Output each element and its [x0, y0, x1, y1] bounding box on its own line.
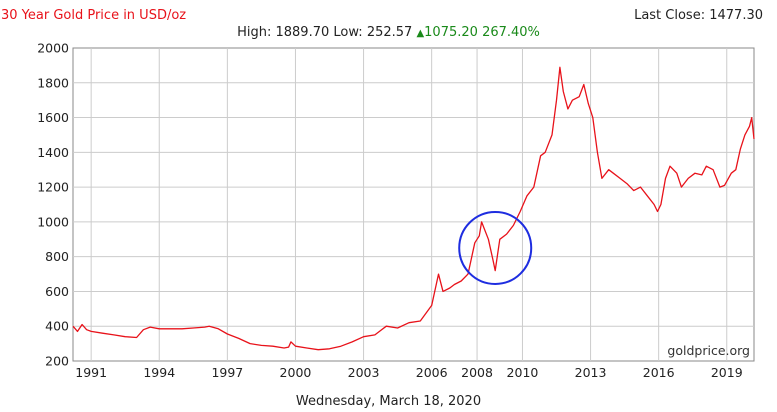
grid	[73, 48, 754, 361]
y-tick-label: 400	[45, 319, 69, 334]
x-tick-label: 2016	[643, 365, 675, 380]
chart-title: 30 Year Gold Price in USD/oz	[1, 8, 187, 23]
x-tick-label: 1994	[143, 365, 175, 380]
x-tick-label: 2013	[575, 365, 607, 380]
watermark: goldprice.org	[667, 343, 750, 358]
change-value: 1075.20	[424, 25, 478, 40]
y-tick-label: 1800	[37, 75, 69, 90]
y-tick-label: 600	[45, 284, 69, 299]
x-tick-label: 2019	[711, 365, 743, 380]
last-close-value: 1477.30	[709, 8, 763, 23]
date-label: Wednesday, March 18, 2020	[295, 394, 482, 409]
x-tick-label: 1997	[211, 365, 243, 380]
x-tick-label: 2008	[461, 365, 493, 380]
low-label: Low:	[333, 25, 363, 40]
y-tick-label: 1000	[37, 214, 69, 229]
y-tick-label: 200	[45, 354, 69, 369]
x-axis: 1991 1994 1997 2000 2003 2006 2008 2010 2013 2016…	[75, 365, 742, 380]
price-stats: High: 1889.70 Low: 252.57 ▲1075.20 267.4…	[0, 25, 777, 40]
x-tick-label: 2003	[348, 365, 380, 380]
price-series-line	[72, 66, 755, 351]
up-triangle-icon: ▲	[416, 28, 425, 39]
y-tick-label: 1200	[37, 180, 69, 195]
y-tick-label: 2000	[37, 41, 69, 56]
low-value: 252.57	[366, 25, 413, 40]
high-label: High:	[237, 25, 272, 40]
y-tick-label: 1600	[37, 110, 69, 125]
last-close-label: Last Close:	[634, 8, 706, 23]
y-tick-label: 1400	[37, 145, 69, 160]
high-value: 1889.70	[275, 25, 330, 40]
x-tick-label: 2010	[507, 365, 539, 380]
y-axis: 200 400 600 800 1000 1200 1400 1600 1800 2000	[37, 41, 69, 369]
change-percent: 267.40%	[482, 25, 540, 40]
y-tick-label: 800	[45, 249, 69, 264]
x-tick-label: 2000	[280, 365, 312, 380]
highlight-circle	[458, 210, 533, 285]
last-close: Last Close: 1477.30	[634, 8, 763, 23]
x-tick-label: 1991	[75, 365, 107, 380]
x-tick-label: 2006	[416, 365, 448, 380]
plot-area	[72, 47, 755, 362]
